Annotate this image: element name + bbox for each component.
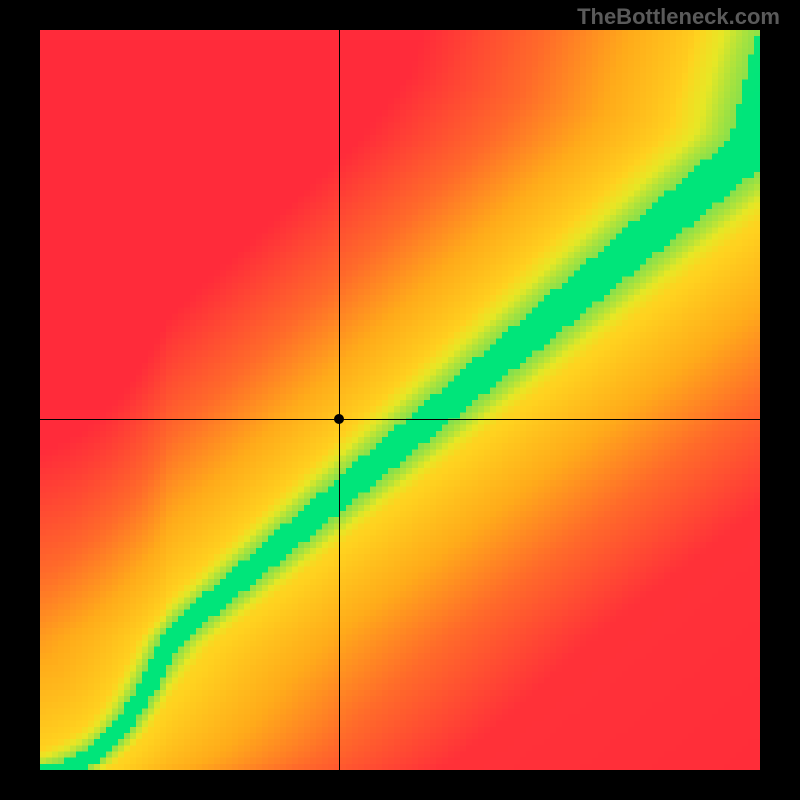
chart-container: TheBottleneck.com bbox=[0, 0, 800, 800]
heatmap-canvas bbox=[40, 30, 760, 770]
crosshair-horizontal bbox=[40, 419, 760, 420]
marker-dot bbox=[334, 414, 344, 424]
watermark-text: TheBottleneck.com bbox=[577, 4, 780, 30]
crosshair-vertical bbox=[339, 30, 340, 770]
plot-area bbox=[40, 30, 760, 770]
